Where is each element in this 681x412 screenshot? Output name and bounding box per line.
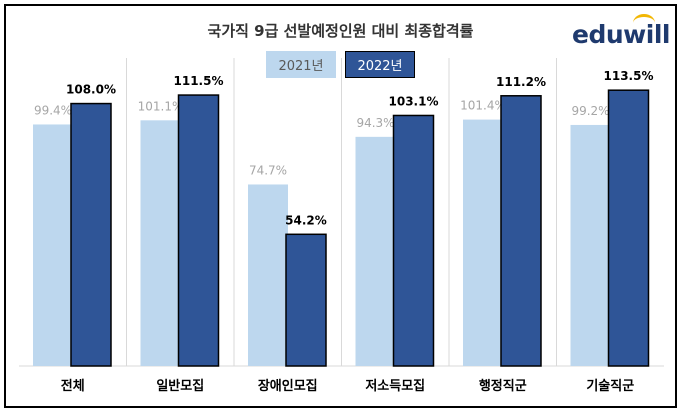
logo-swoosh-icon	[633, 14, 655, 23]
data-label-2022: 108.0%	[66, 83, 116, 97]
legend-2022: 2022년	[345, 51, 415, 78]
chart-title: 국가직 9급 선발예정인원 대비 최종합격률	[207, 22, 474, 40]
bar-2021	[140, 120, 181, 367]
data-label-2022: 54.2%	[285, 213, 327, 227]
chart-frame	[4, 4, 677, 408]
bar-2021	[355, 136, 396, 366]
bar-2022	[285, 233, 327, 367]
category-label: 일반모집	[156, 378, 204, 394]
data-label-2022: 111.2%	[496, 75, 546, 89]
eduwill-logo: eduwill	[572, 20, 670, 49]
category-label: 전체	[61, 378, 85, 394]
category-label: 기술직군	[586, 378, 634, 394]
data-label-2022: 111.5%	[174, 74, 224, 88]
data-label-2022: 113.5%	[604, 69, 654, 83]
bar-2022	[392, 114, 435, 367]
category-label: 장애인모집	[258, 378, 318, 394]
bar-2021	[248, 184, 288, 366]
data-label-2021: 101.1%	[138, 99, 184, 113]
bar-2022	[607, 89, 650, 367]
data-label-2021: 99.4%	[34, 103, 72, 117]
data-label-2021: 101.4%	[460, 99, 506, 113]
legend-2021: 2021년	[266, 51, 336, 78]
bar-2021	[570, 124, 611, 366]
bar-2021	[33, 124, 73, 366]
data-label-2022: 103.1%	[389, 94, 439, 108]
data-label-2021: 94.3%	[356, 116, 394, 130]
category-label: 행정직군	[479, 378, 527, 394]
category-label: 저소득모집	[365, 379, 425, 394]
data-label-2021: 74.7%	[249, 163, 287, 177]
bar-2022	[70, 102, 112, 367]
bar-2021	[463, 119, 503, 367]
data-label-2021: 99.2%	[571, 104, 609, 118]
bar-2022	[500, 95, 542, 367]
bar-2022	[177, 94, 220, 367]
